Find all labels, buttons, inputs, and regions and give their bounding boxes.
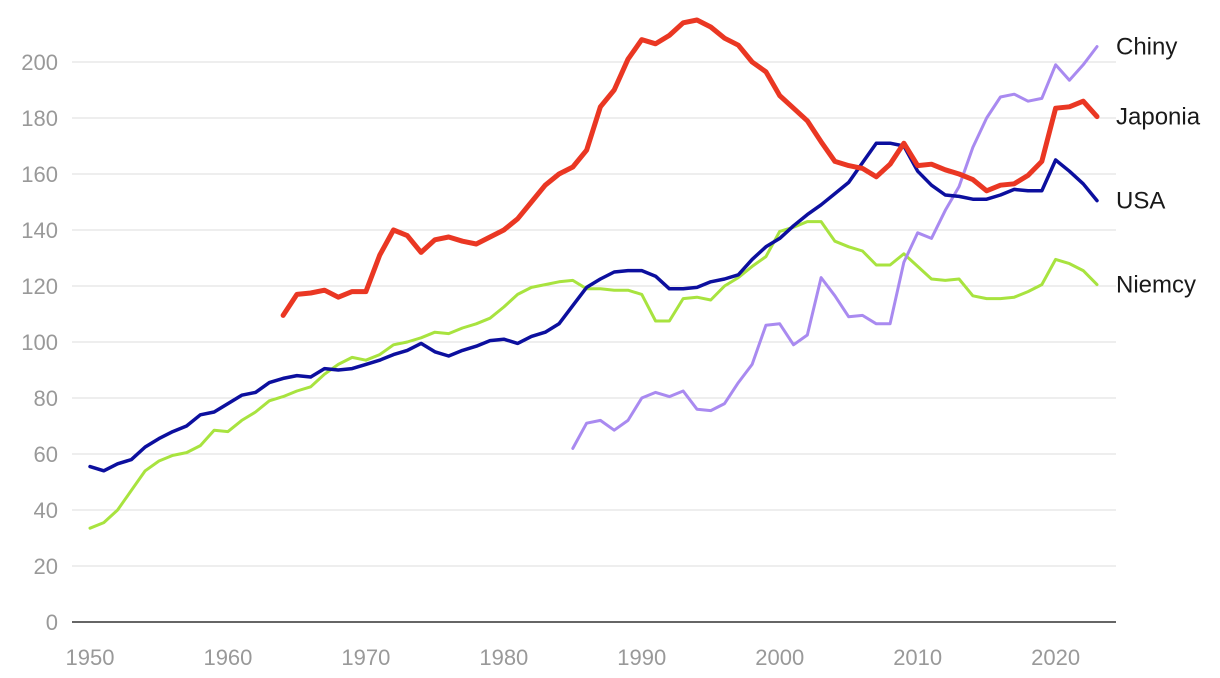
- series-line-niemcy: [88, 220, 1099, 530]
- series-labels: Chiny Japonia USA Niemcy: [1116, 34, 1201, 299]
- y-tick-label: 140: [21, 218, 58, 243]
- y-tick-label: 100: [21, 330, 58, 355]
- y-tick-label: 200: [21, 50, 58, 75]
- y-axis-tick-labels: 0 20 40 60 80 100 120 140 160 180 200: [21, 50, 58, 635]
- y-tick-label: 120: [21, 274, 58, 299]
- series-line-chiny: [571, 45, 1099, 450]
- x-tick-label: 1960: [203, 645, 252, 670]
- y-tick-label: 60: [34, 442, 58, 467]
- x-tick-label: 1970: [341, 645, 390, 670]
- y-tick-label: 160: [21, 162, 58, 187]
- x-tick-label: 1990: [617, 645, 666, 670]
- x-tick-label: 2000: [755, 645, 804, 670]
- y-tick-label: 180: [21, 106, 58, 131]
- series-label-niemcy: Niemcy: [1116, 272, 1196, 299]
- gridlines: [72, 61, 1116, 567]
- series-line-usa: [88, 141, 1099, 473]
- y-tick-label: 20: [34, 554, 58, 579]
- x-tick-label: 2020: [1031, 645, 1080, 670]
- series-line-japonia: [280, 17, 1100, 318]
- x-tick-label: 1980: [479, 645, 528, 670]
- series-label-chiny: Chiny: [1116, 34, 1177, 61]
- series-lines: [88, 17, 1100, 530]
- x-tick-label: 2010: [893, 645, 942, 670]
- y-tick-label: 80: [34, 386, 58, 411]
- x-tick-label: 1950: [66, 645, 115, 670]
- x-axis-tick-labels: 1950 1960 1970 1980 1990 2000 2010 2020: [66, 645, 1081, 670]
- series-label-japonia: Japonia: [1116, 104, 1201, 131]
- y-tick-label: 0: [46, 610, 58, 635]
- y-tick-label: 40: [34, 498, 58, 523]
- series-label-usa: USA: [1116, 188, 1165, 215]
